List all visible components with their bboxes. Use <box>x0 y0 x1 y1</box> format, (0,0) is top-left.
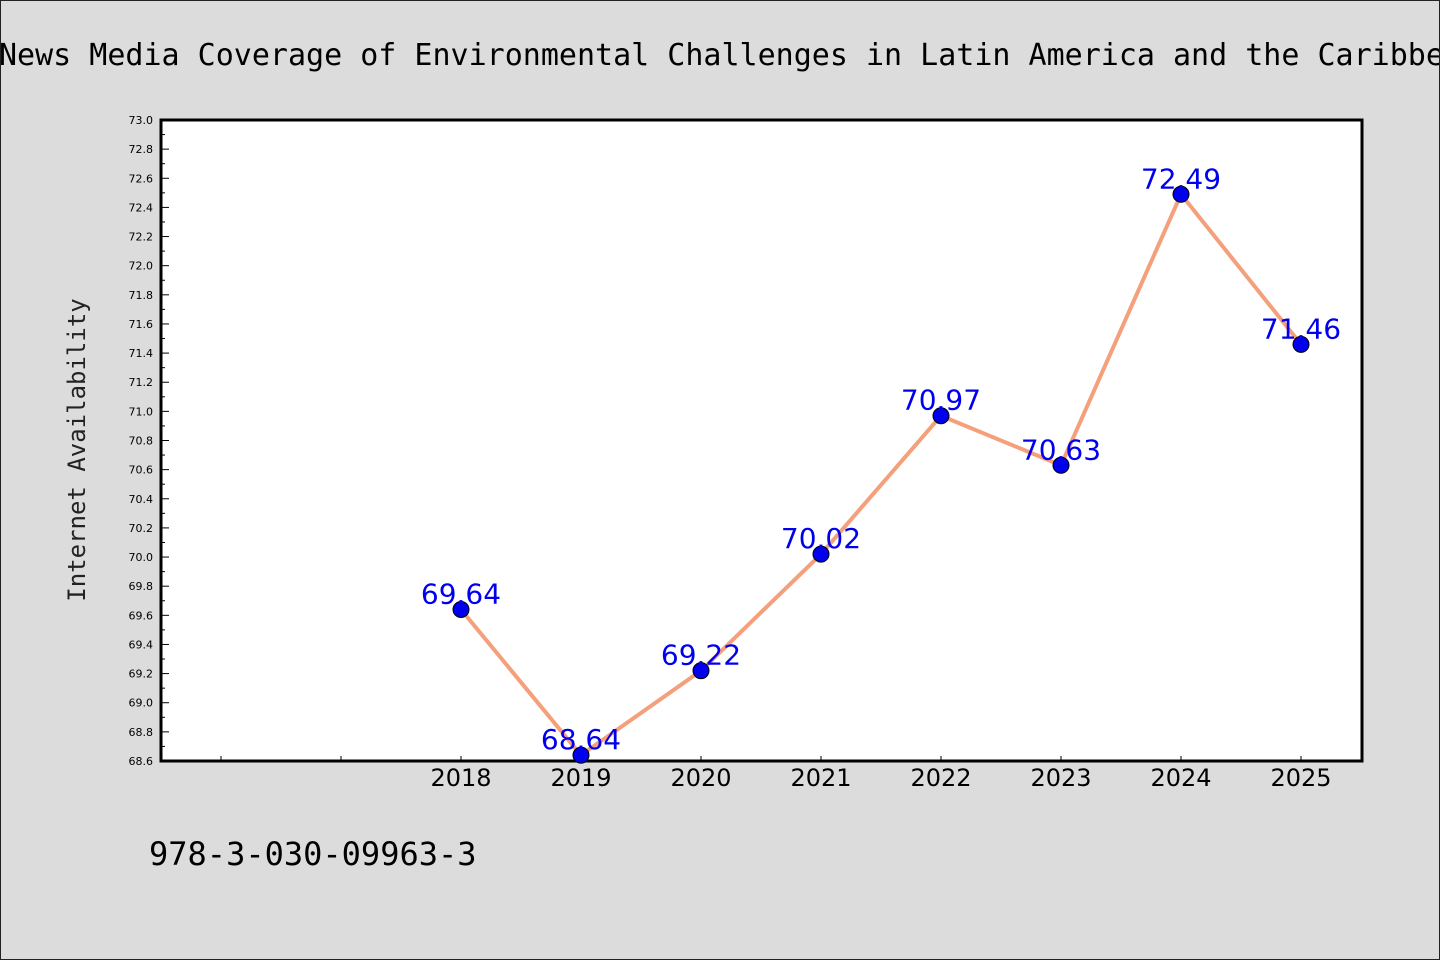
y-tick-label: 70.6 <box>129 464 154 477</box>
y-tick-label: 70.2 <box>129 522 154 535</box>
data-point[interactable] <box>1052 456 1070 474</box>
x-tick-label: 2024 <box>1150 764 1211 792</box>
y-tick-label: 70.4 <box>129 493 154 506</box>
y-tick-label: 70.0 <box>129 551 154 564</box>
y-tick-label: 69.8 <box>129 580 154 593</box>
y-tick-label: 69.0 <box>129 697 154 710</box>
data-point[interactable] <box>692 662 710 680</box>
data-label: 69.64 <box>421 577 501 610</box>
y-tick-label: 70.8 <box>129 435 154 448</box>
x-tick-label: 2019 <box>550 764 611 792</box>
data-label: 70.97 <box>901 384 981 417</box>
y-tick-label: 68.8 <box>129 726 154 739</box>
y-tick-label: 72.6 <box>129 172 154 185</box>
x-axis: 2018 2019 2020 2021 2022 2023 2024 2025 <box>220 756 1332 792</box>
data-point[interactable] <box>812 545 830 563</box>
data-point[interactable] <box>932 407 950 425</box>
y-tick-label: 72.8 <box>129 143 154 156</box>
data-label: 69.22 <box>661 639 741 672</box>
series-line-group: 69.64 68.64 69.22 70.02 70.97 70.63 72.49 71.46 <box>421 162 1341 764</box>
y-tick-label: 71.6 <box>129 318 154 331</box>
chart-title: News Media Coverage of Environmental Cha… <box>1 38 1439 73</box>
data-point[interactable] <box>1172 185 1190 203</box>
footer-isbn: 978-3-030-09963-3 <box>149 835 477 873</box>
y-tick-label: 71.0 <box>129 405 154 418</box>
data-label: 68.64 <box>541 723 621 756</box>
y-tick-label: 73.0 <box>129 114 154 127</box>
data-label: 72.49 <box>1141 162 1221 195</box>
data-label: 70.02 <box>781 522 861 555</box>
x-tick-label: 2025 <box>1270 764 1331 792</box>
y-tick-label: 69.6 <box>129 609 154 622</box>
x-tick-label: 2023 <box>1030 764 1091 792</box>
y-tick-label: 68.6 <box>129 755 154 768</box>
x-tick-label: 2021 <box>790 764 851 792</box>
x-tick-label: 2020 <box>670 764 731 792</box>
y-tick-label: 72.0 <box>129 260 154 273</box>
y-tick-label: 71.2 <box>129 376 154 389</box>
plot-area <box>159 118 1364 763</box>
y-tick-label: 72.2 <box>129 231 154 244</box>
y-axis-label: Internet Availability <box>63 298 91 601</box>
x-tick-label: 2018 <box>430 764 491 792</box>
data-label: 71.46 <box>1261 312 1341 345</box>
series-line <box>459 192 1303 758</box>
data-label: 70.63 <box>1021 433 1101 466</box>
y-tick-label: 69.2 <box>129 668 154 681</box>
x-tick-label: 2022 <box>910 764 971 792</box>
y-tick-label: 71.4 <box>129 347 154 360</box>
y-axis: 68.6 68.8 69.0 69.2 69.4 69.6 69.8 70.0 70.2 70.4… <box>129 114 169 768</box>
y-tick-label: 71.8 <box>129 289 154 302</box>
data-point[interactable] <box>572 746 590 764</box>
y-tick-label: 72.4 <box>129 201 154 214</box>
data-point[interactable] <box>1292 335 1310 353</box>
data-point[interactable] <box>452 600 470 618</box>
y-tick-label: 69.4 <box>129 638 154 651</box>
